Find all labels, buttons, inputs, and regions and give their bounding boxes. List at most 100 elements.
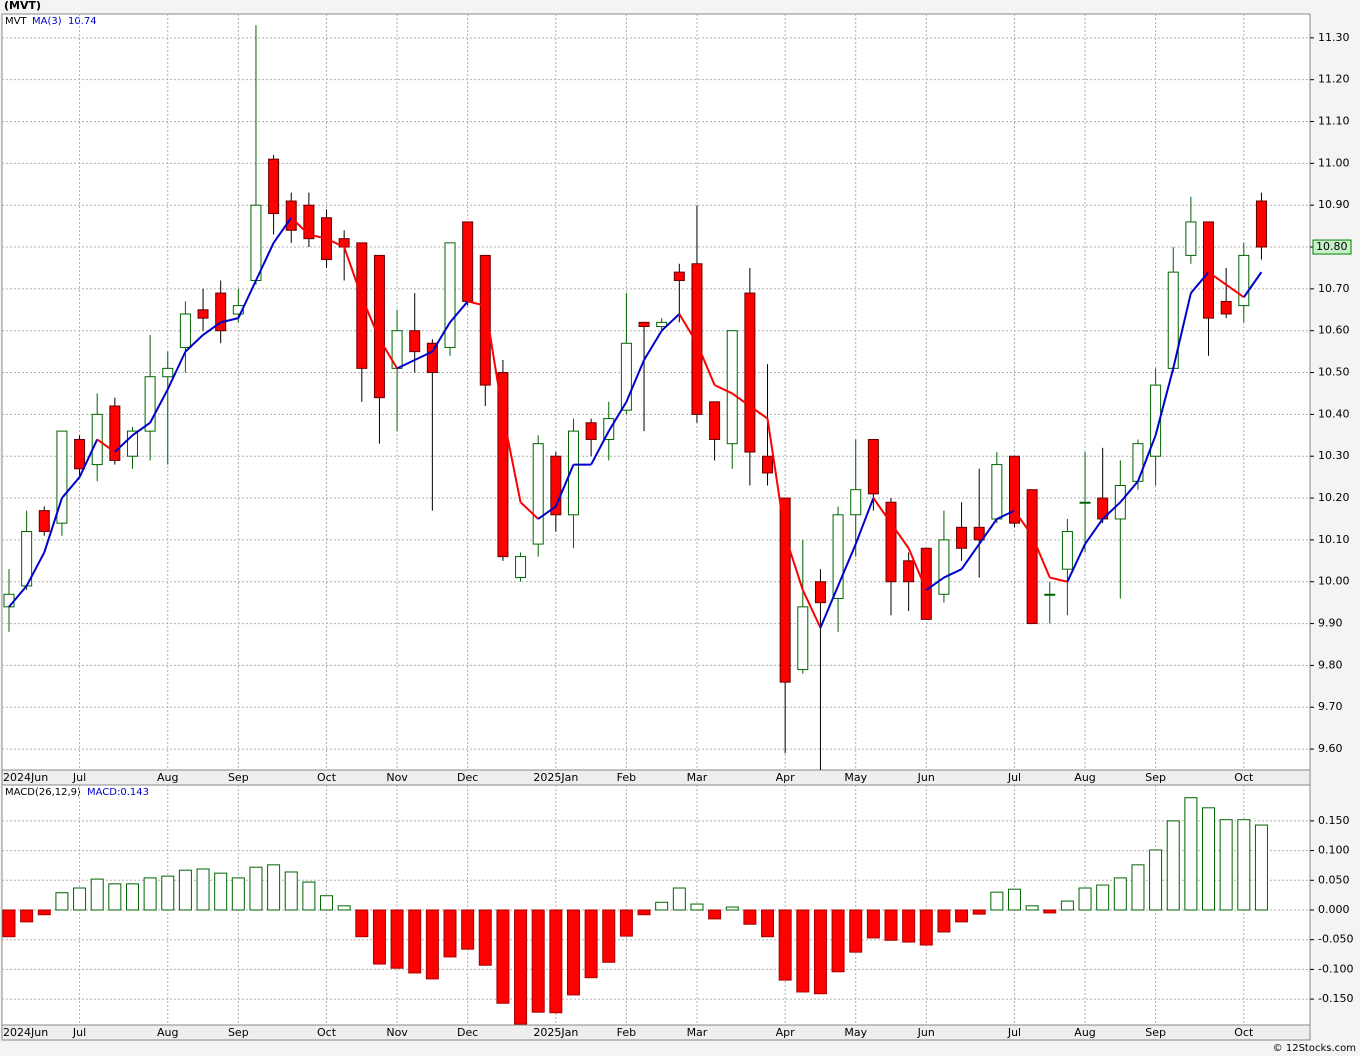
chart-title: (MVT) — [4, 0, 41, 12]
y-tick-label: -0.100 — [1318, 962, 1353, 975]
candle-body — [515, 556, 527, 579]
macd-bar — [20, 909, 34, 923]
last-price-box — [1312, 239, 1352, 255]
macd-bar — [655, 901, 669, 911]
ma-segment — [960, 543, 981, 570]
x-tick-label: 2024Jun — [3, 1026, 48, 1039]
ma-segment — [360, 296, 381, 340]
y-tick-label: 9.70 — [1318, 700, 1343, 713]
ma-segment — [1066, 543, 1086, 583]
ma-segment — [1225, 283, 1245, 299]
candle-body — [885, 501, 897, 583]
macd-bar — [108, 883, 122, 911]
candle-body — [1150, 384, 1162, 457]
y-tick-label: 10.90 — [1318, 198, 1350, 211]
candle-body — [3, 593, 15, 608]
ma-segment — [131, 421, 151, 437]
macd-bar — [1166, 820, 1180, 911]
candle-body — [779, 497, 791, 683]
macd-bar — [778, 909, 792, 981]
candle-body — [638, 321, 650, 328]
macd-bar — [337, 905, 351, 911]
ma-segment — [1137, 434, 1157, 482]
x-tick-label: Jul — [72, 1026, 86, 1039]
candle-body — [1026, 489, 1038, 625]
y-tick-label: 11.30 — [1318, 31, 1350, 44]
x-tick-label: Dec — [457, 1026, 478, 1039]
candle-body — [814, 581, 826, 604]
candle-body — [1061, 531, 1073, 570]
macd-bar — [355, 909, 369, 938]
candle-body — [109, 405, 121, 461]
macd-bar — [602, 909, 616, 963]
ma-segment — [660, 313, 681, 332]
ma-segment — [1084, 518, 1104, 545]
x-tick-label: Feb — [617, 771, 636, 784]
candle-body — [762, 455, 774, 474]
ma-segment — [590, 430, 610, 466]
y-tick-label: 0.000 — [1318, 903, 1350, 916]
x-tick-label: Jul — [72, 771, 86, 784]
candle-body — [938, 539, 950, 595]
candle-body — [797, 606, 809, 671]
macd-bar — [1060, 900, 1074, 911]
x-tick-label: Jun — [917, 771, 935, 784]
y-tick-label: 10.20 — [1318, 491, 1350, 504]
ma-segment — [184, 334, 204, 353]
candle-body — [726, 330, 738, 445]
x-tick-label: Aug — [157, 1026, 178, 1039]
macd-bar — [743, 909, 757, 925]
x-tick-label: Jul — [1007, 1026, 1021, 1039]
macd-bar — [249, 866, 263, 911]
ma-segment — [220, 317, 239, 324]
candle-body — [709, 401, 721, 440]
ma-segment — [1172, 292, 1192, 369]
macd-bar — [1131, 864, 1145, 911]
y-tick-label: 10.70 — [1318, 282, 1350, 295]
macd-bar — [566, 909, 580, 996]
ma-segment — [414, 350, 433, 361]
macd-bar — [1043, 909, 1057, 914]
candle-body — [1185, 221, 1197, 256]
candle-body — [991, 464, 1003, 520]
macd-bar — [320, 895, 334, 911]
ma-segment — [1119, 480, 1139, 503]
y-tick-label: 0.050 — [1318, 873, 1350, 886]
candle-body — [462, 221, 474, 302]
ma-segment — [484, 305, 504, 415]
x-tick-label: Oct — [317, 1026, 337, 1039]
ma-segment — [237, 280, 257, 319]
ma-segment — [714, 384, 733, 395]
ma-segment — [8, 585, 28, 608]
candle-body — [409, 330, 421, 353]
x-tick-label: Nov — [386, 1026, 408, 1039]
candle-body — [1203, 221, 1215, 319]
x-tick-label: 2025Jan — [533, 771, 578, 784]
ma-segment — [272, 217, 293, 244]
y-tick-label: 0.150 — [1318, 814, 1350, 827]
macd-bar — [372, 909, 386, 965]
y-tick-label: 11.20 — [1318, 73, 1350, 86]
macd-bar — [196, 868, 210, 911]
macd-bar — [161, 875, 175, 911]
macd-bar — [1113, 877, 1127, 911]
ma-segment — [1190, 271, 1210, 294]
x-tick-label: Sep — [228, 771, 249, 784]
candle-body — [479, 254, 491, 386]
macd-title: MACD(26,12,9) — [5, 787, 81, 798]
y-tick-label: 10.00 — [1318, 575, 1350, 588]
candle-body — [179, 313, 191, 348]
ma-segment — [607, 401, 628, 432]
ma-segment — [396, 359, 416, 370]
macd-bar — [1078, 887, 1092, 911]
ma-segment — [25, 551, 46, 587]
candle-body — [867, 438, 879, 495]
x-tick-label: Nov — [386, 771, 408, 784]
ma-segment — [326, 237, 345, 248]
macd-bar — [214, 872, 228, 911]
x-tick-label: May — [844, 771, 867, 784]
candle-body — [832, 514, 844, 599]
ma-segment — [801, 589, 822, 629]
candle-body — [303, 204, 315, 240]
y-tick-label: -0.150 — [1318, 992, 1353, 1005]
